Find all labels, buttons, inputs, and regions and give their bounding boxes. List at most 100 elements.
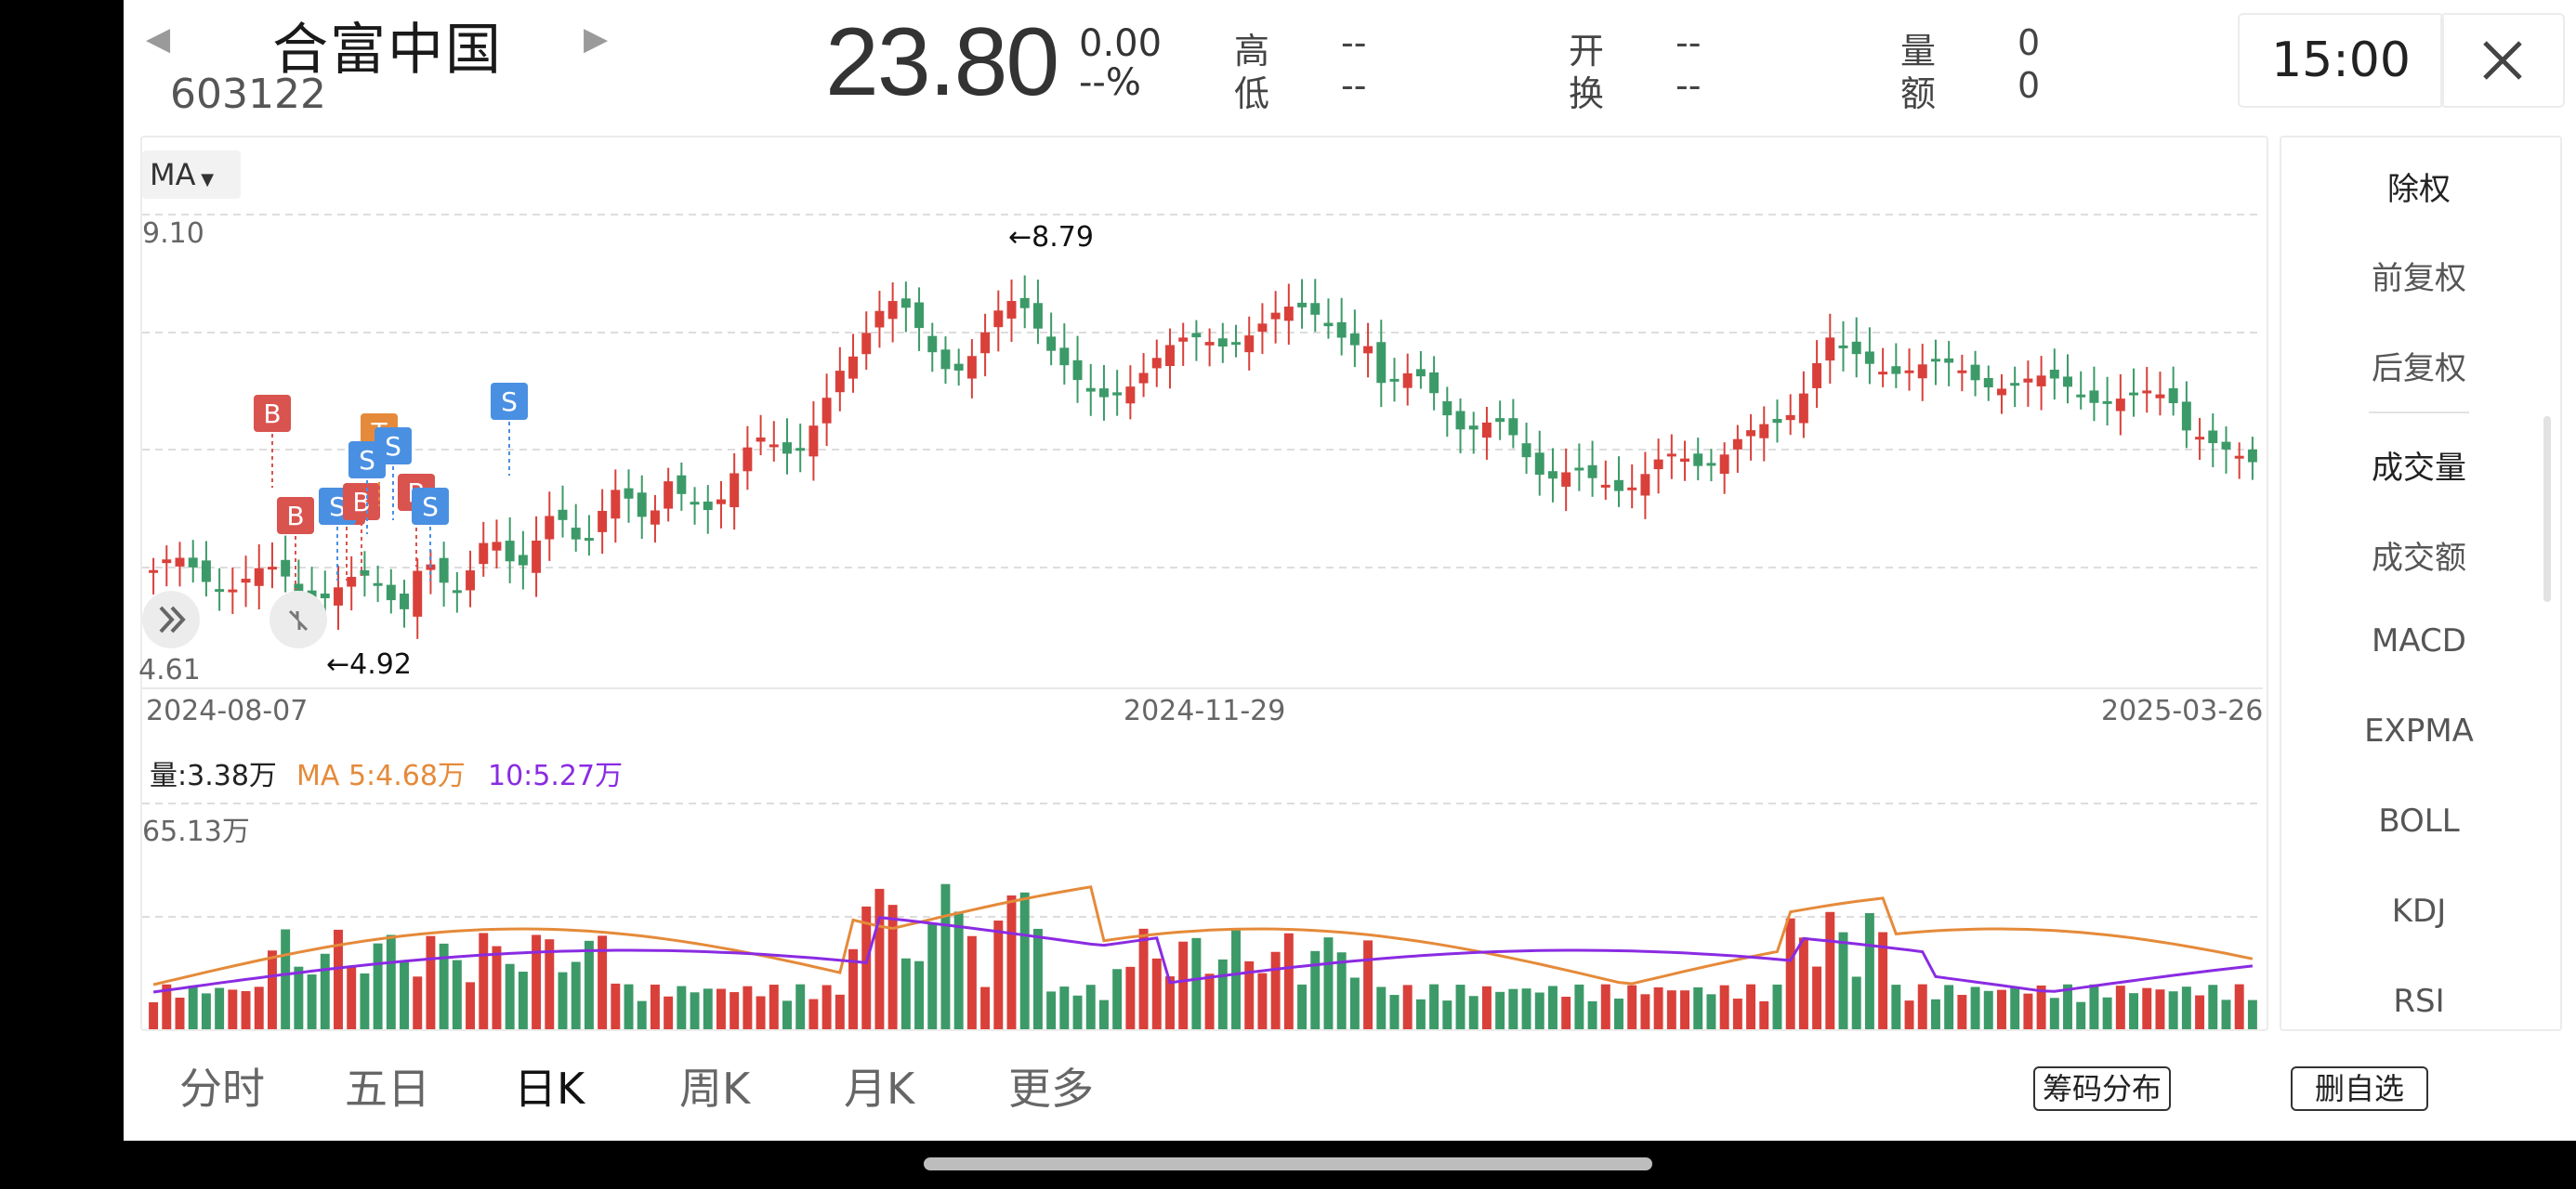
candle-body [2234, 455, 2244, 459]
volume-bar [1970, 986, 1980, 1029]
volume-bar [1587, 1000, 1597, 1029]
volume-bar [1098, 1000, 1109, 1029]
volume-bar [1891, 985, 1901, 1029]
candle-body [795, 448, 806, 451]
candle-body [1165, 345, 1175, 367]
expand-button[interactable] [142, 591, 200, 648]
candle-body [1904, 370, 1914, 373]
candle-body [571, 528, 581, 540]
candle-body [1468, 425, 1479, 430]
close-button[interactable] [2440, 13, 2565, 108]
candle-body [729, 473, 740, 508]
volume-bar [1191, 937, 1202, 1029]
volume-bar [703, 988, 713, 1029]
trade-marker[interactable]: S [412, 488, 449, 581]
next-stock-icon[interactable]: ▶ [584, 20, 609, 58]
volume-bar [1283, 933, 1294, 1029]
candle-body [1112, 392, 1123, 396]
candle-body [1098, 388, 1109, 398]
candle-body [1508, 418, 1518, 436]
volume-value: 0 [2017, 22, 2041, 63]
trade-marker[interactable]: B [254, 395, 291, 488]
volume-bar [201, 993, 211, 1029]
trade-marker[interactable]: S [375, 427, 412, 520]
volume-bar [1112, 969, 1123, 1029]
price-change-pct: --% [1079, 61, 1141, 104]
trade-marker[interactable]: S [491, 383, 528, 476]
tab-daily-k[interactable]: 日K [514, 1064, 585, 1114]
candle-body [953, 363, 964, 371]
candle-body [1851, 341, 1861, 355]
candle-body [1257, 323, 1268, 333]
close-icon [2483, 41, 2522, 80]
candle-body [1376, 342, 1387, 384]
tab-monthly-k[interactable]: 月K [844, 1064, 915, 1114]
volume-bar [927, 922, 938, 1029]
volume-bar [1574, 984, 1584, 1029]
volume-bar [1997, 989, 2006, 1029]
volume-bar [426, 935, 436, 1029]
candle-body [228, 589, 238, 593]
trade-marker[interactable]: B [277, 497, 314, 590]
date-label-mid: 2024-11-29 [1124, 695, 1286, 727]
candle-body [1429, 372, 1439, 394]
side-item-expma[interactable]: EXPMA [2364, 712, 2474, 750]
volume-bar [267, 950, 277, 1029]
candle-body [1046, 336, 1057, 351]
side-item-kdj[interactable]: KDJ [2391, 893, 2447, 930]
tab-more[interactable]: 更多 [1008, 1064, 1094, 1114]
prev-stock-icon[interactable]: ◀ [146, 20, 171, 58]
ma-indicator-select[interactable]: MA ▼ [142, 150, 241, 199]
candle-body [1970, 364, 1980, 381]
remove-watchlist-button[interactable]: 删自选 [2291, 1066, 2428, 1111]
side-item-volume[interactable]: 成交量 [2372, 450, 2466, 487]
tab-weekly-k[interactable]: 周K [679, 1064, 751, 1114]
candle-body [1336, 321, 1347, 338]
side-item-amount[interactable]: 成交额 [2372, 540, 2466, 577]
side-item-macd[interactable]: MACD [2372, 622, 2466, 660]
candle-body [1600, 484, 1610, 488]
candle-body [1732, 438, 1742, 450]
side-item-backward-adjust[interactable]: 后复权 [2372, 350, 2466, 387]
volume-bar [386, 934, 396, 1029]
volume-bar [953, 911, 964, 1029]
side-menu-panel [2280, 136, 2562, 1031]
trade-marker[interactable]: B [343, 483, 380, 576]
candle-body [558, 509, 568, 520]
side-item-forward-adjust[interactable]: 前复权 [2372, 260, 2466, 297]
volume-legend-ma5: MA 5:4.68万 [296, 760, 466, 792]
side-item-boll[interactable]: BOLL [2378, 803, 2460, 840]
home-indicator[interactable] [924, 1157, 1652, 1170]
chip-distribution-button[interactable]: 筹码分布 [2033, 1066, 2171, 1111]
min-price-marker: ←4.92 [326, 648, 412, 681]
volume-bar [1032, 928, 1043, 1029]
volume-bar [1534, 992, 1544, 1029]
volume-bar [294, 966, 304, 1029]
side-item-ex-rights[interactable]: 除权 [2387, 171, 2451, 208]
fullscreen-button[interactable] [269, 591, 327, 648]
high-label: 高 [1234, 31, 1270, 72]
side-menu-divider [2369, 412, 2469, 413]
candle-body [821, 398, 832, 424]
tab-intraday[interactable]: 分时 [179, 1064, 265, 1114]
tab-five-day[interactable]: 五日 [345, 1064, 430, 1114]
volume-bar [637, 1000, 647, 1029]
volume-bar [175, 998, 185, 1029]
volume-bar [2247, 1000, 2257, 1029]
volume-bar [452, 960, 462, 1029]
volume-bar [1746, 984, 1756, 1029]
volume-bar [439, 943, 449, 1029]
candle-body [1323, 322, 1334, 327]
candle-body [254, 568, 264, 586]
volume-bar [466, 982, 476, 1029]
volume-bar [228, 989, 238, 1029]
candle-body [1442, 400, 1452, 416]
kline-candles [149, 275, 2257, 639]
volume-bar [1323, 937, 1334, 1029]
candle-body [1653, 459, 1663, 470]
candle-body [1666, 453, 1676, 457]
side-menu-scrollbar[interactable] [2543, 416, 2551, 602]
candle-body [782, 442, 792, 454]
side-item-rsi[interactable]: RSI [2393, 983, 2445, 1020]
candle-body [1244, 335, 1255, 353]
